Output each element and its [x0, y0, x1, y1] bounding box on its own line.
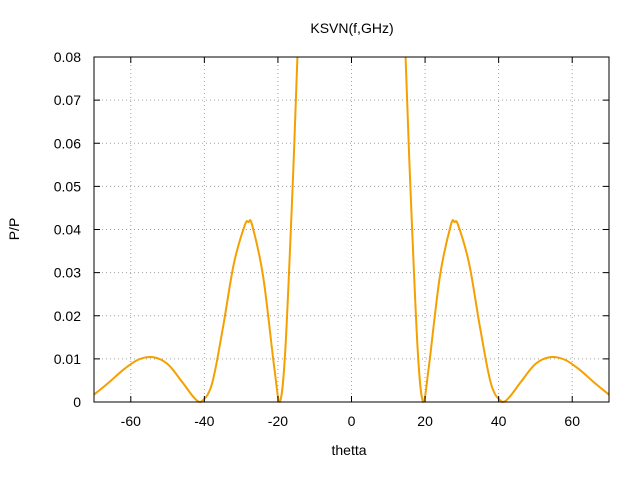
x-tick-label: 60	[564, 413, 580, 429]
y-tick-label: 0.08	[54, 49, 81, 65]
y-tick-label: 0.03	[54, 265, 81, 281]
x-tick-label: -60	[121, 413, 141, 429]
y-tick-label: 0	[73, 394, 81, 410]
series-line	[404, 56, 610, 403]
grid-lines	[94, 57, 609, 402]
y-tick-label: 0.05	[54, 178, 81, 194]
series-layer	[93, 56, 610, 403]
tick-marks	[94, 56, 609, 403]
y-tick-label: 0.04	[54, 222, 81, 238]
x-tick-label: 20	[417, 413, 433, 429]
x-tick-labels: -60 -40 -20 0 20 40 60	[121, 413, 581, 429]
x-tick-label: -20	[268, 413, 288, 429]
y-tick-label: 0.01	[54, 351, 81, 367]
y-tick-label: 0.07	[54, 92, 81, 108]
y-tick-labels: 0 0.01 0.02 0.03 0.04 0.05 0.06 0.07 0.08	[54, 49, 81, 410]
y-axis-label: P/P	[6, 218, 22, 241]
series-line	[93, 56, 299, 403]
x-tick-label: 0	[348, 413, 356, 429]
y-tick-label: 0.06	[54, 135, 81, 151]
x-axis-label: thetta	[331, 442, 366, 458]
x-tick-label: -40	[194, 413, 214, 429]
x-tick-label: 40	[491, 413, 507, 429]
chart-title: KSVN(f,GHz)	[310, 20, 393, 36]
y-tick-label: 0.02	[54, 308, 81, 324]
